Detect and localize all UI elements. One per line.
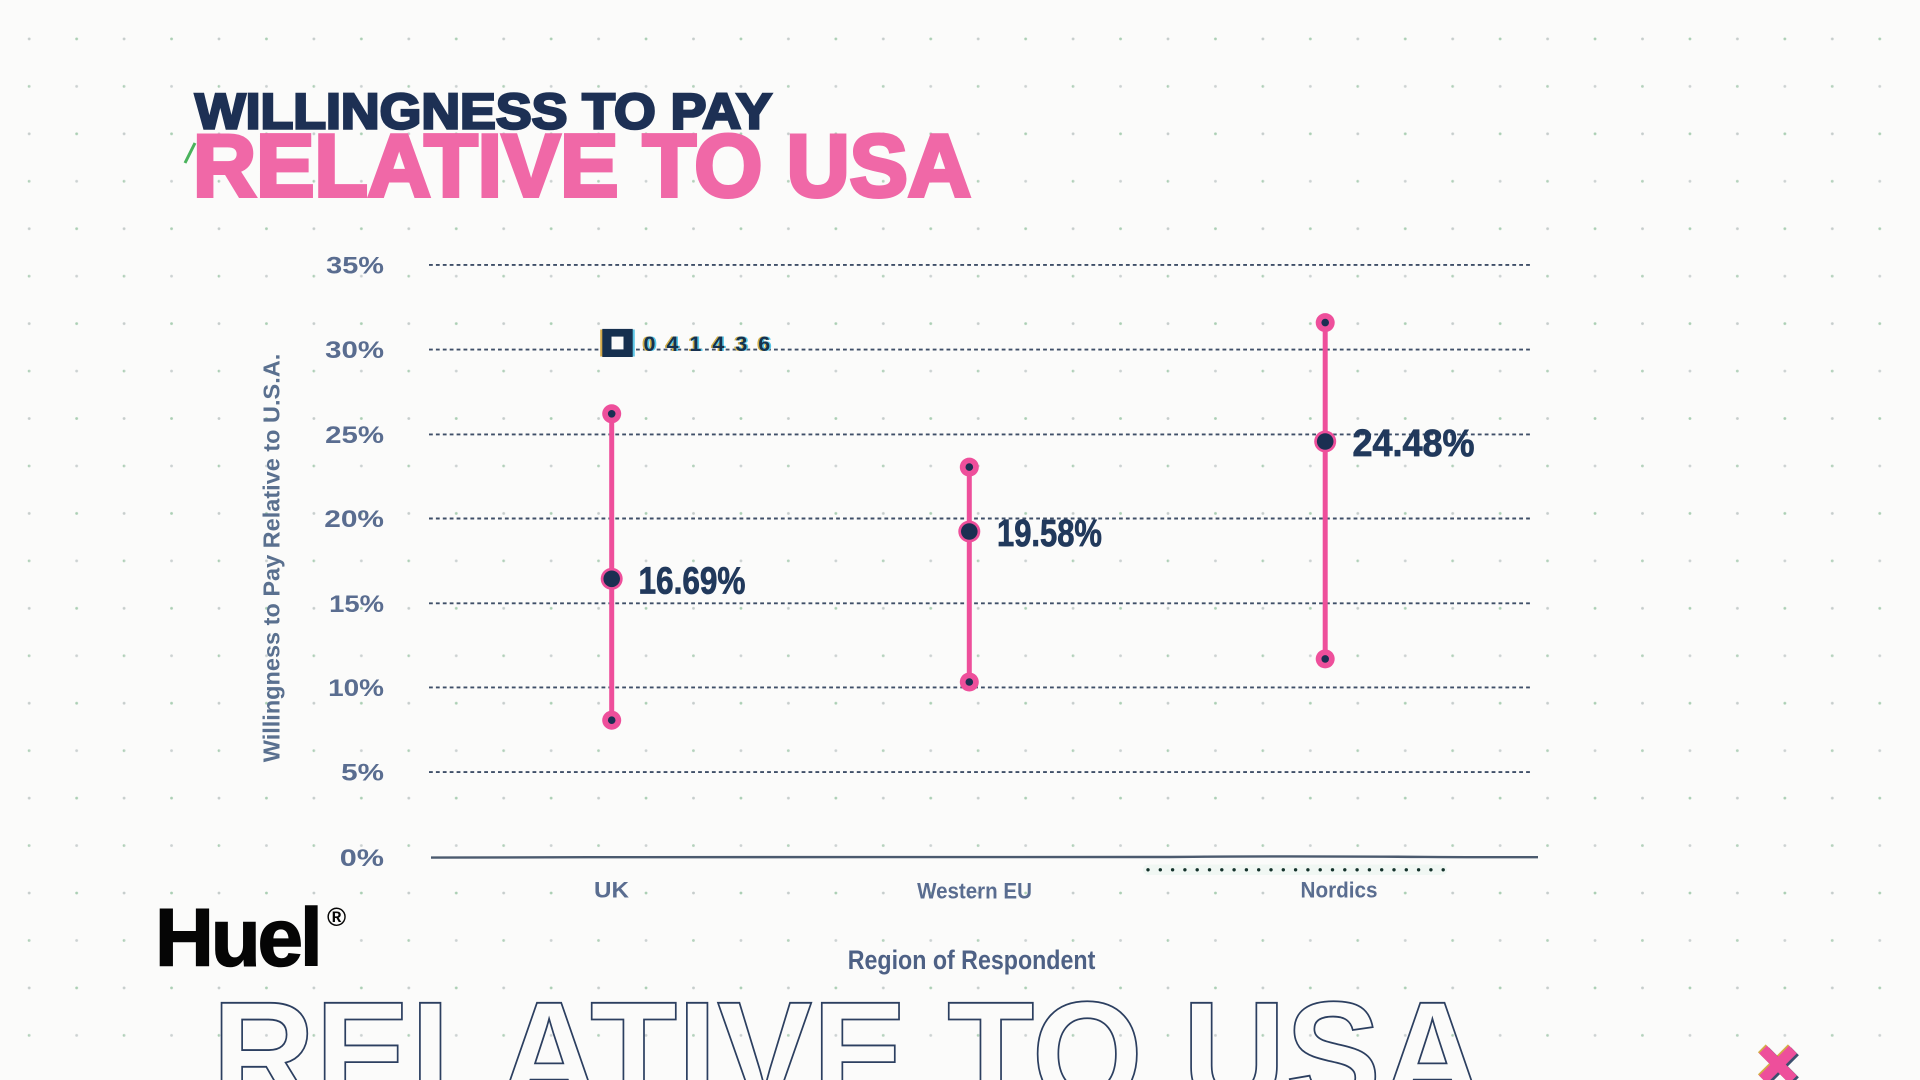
svg-text:041436: 041436 (642, 332, 780, 356)
svg-text:041436: 041436 (644, 332, 782, 356)
svg-text:RELATIVE TO USA: RELATIVE TO USA (212, 970, 1484, 1080)
svg-text:Western EU: Western EU (917, 879, 1032, 904)
svg-text:Nordics: Nordics (1301, 878, 1378, 903)
svg-text:Region of Respondent: Region of Respondent (848, 945, 1096, 975)
svg-text:10%: 10% (328, 674, 384, 702)
svg-text:25%: 25% (325, 421, 384, 448)
svg-text:RELATIVE TO USA: RELATIVE TO USA (193, 116, 971, 215)
svg-text:15%: 15% (329, 591, 384, 617)
svg-text:041436: 041436 (645, 332, 783, 356)
svg-text:19.58%: 19.58% (997, 512, 1102, 555)
svg-text:24.48%: 24.48% (1353, 421, 1475, 464)
svg-text:16.69%: 16.69% (639, 559, 746, 602)
svg-text:Willingness to Pay Relative to: Willingness to Pay Relative to U.S.A. (259, 354, 285, 763)
svg-text:Huel: Huel (155, 893, 320, 984)
svg-text:5%: 5% (341, 758, 384, 786)
svg-text:®: ® (327, 902, 346, 932)
svg-text:35%: 35% (326, 252, 384, 279)
svg-text:30%: 30% (325, 336, 384, 363)
svg-text:20%: 20% (324, 505, 384, 533)
svg-text:0%: 0% (340, 844, 384, 871)
svg-text:UK: UK (594, 878, 629, 903)
svg-text:WILLINGNESS TO PAY: WILLINGNESS TO PAY (195, 84, 772, 140)
